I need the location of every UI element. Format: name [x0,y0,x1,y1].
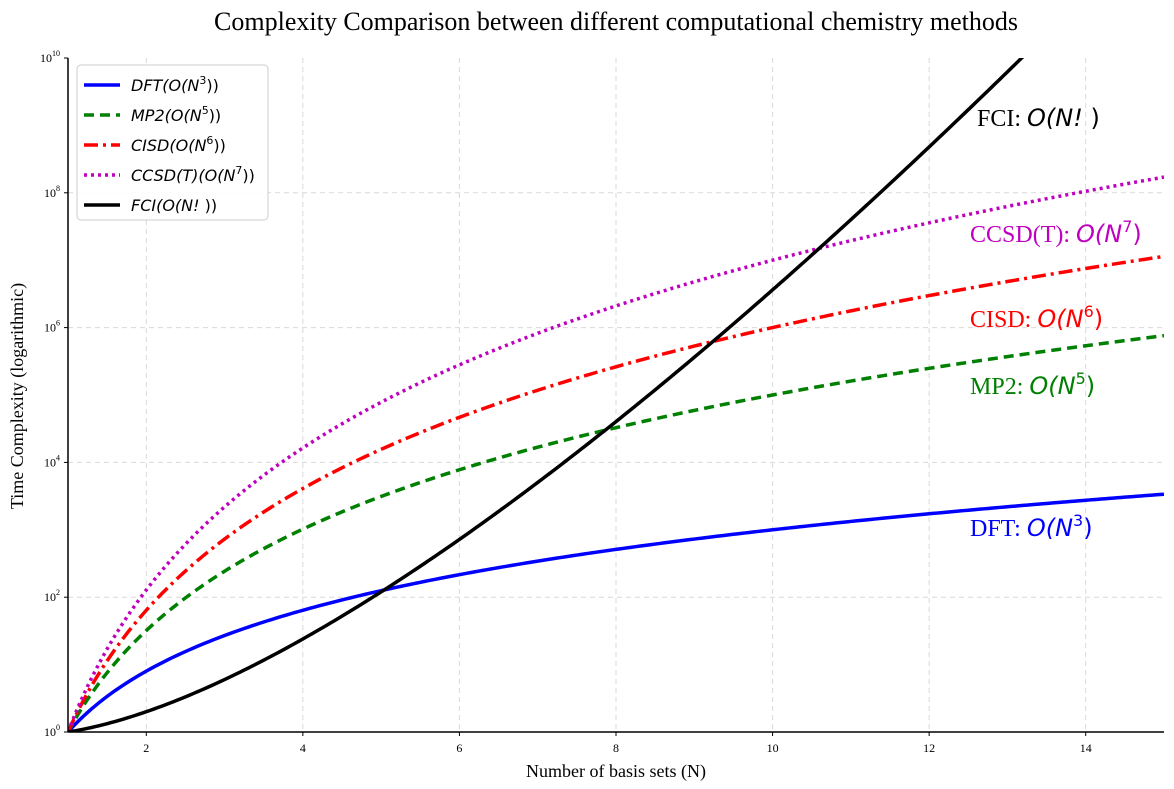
legend-label-ccsdt: CCSD(T)(O(N7)) [131,164,255,185]
x-tick-label: 4 [300,741,306,755]
legend-name: CCSD(T) [131,166,198,185]
annotation-power: 6 [1084,302,1094,321]
annotation-prefix: DFT: [970,516,1027,542]
annotation-power: 7 [1122,217,1132,236]
annotation-big-o: O(N [1037,305,1083,333]
y-tick-exponent: 4 [56,453,60,462]
series-line-dft [68,492,1164,732]
x-axis-label: Number of basis sets (N) [526,761,706,782]
y-tick-exponent: 10 [52,49,60,58]
annotation-close: ) [1086,372,1095,400]
annotation-close: ) [1083,514,1092,542]
annotation-prefix: MP2: [970,374,1029,400]
y-tick-label: 104 [44,453,60,469]
annotation-ccsdt: CCSD(T): O(N7) [970,217,1142,248]
legend-name: MP2 [131,106,165,125]
series-line-ccsdt [68,175,1164,732]
series-line-fci [68,58,1025,732]
annotation-big-o: O(N [1027,514,1073,542]
annotation-fci: FCI: O(N! ) [977,104,1100,132]
legend-close: )) [209,106,221,125]
series-line-mp2 [68,333,1164,732]
annotation-prefix: FCI: [977,106,1027,132]
annotation-prefix: CISD: [970,307,1037,333]
legend-name: FCI [131,196,156,215]
y-tick-base: 10 [44,321,56,335]
legend-name: DFT [131,76,164,95]
y-tick-exponent: 8 [56,184,60,193]
annotation-big-o: O(N! [1027,104,1090,132]
series-line-cisd [68,254,1164,732]
y-tick-label: 106 [44,319,60,335]
x-tick-label: 14 [1080,741,1092,755]
annotation-mp2: MP2: O(N5) [970,369,1095,400]
annotation-cisd: CISD: O(N6) [970,302,1103,333]
chart-title: Complexity Comparison between different … [214,7,1018,36]
series-lines [68,58,1164,732]
x-tick-label: 10 [767,741,779,755]
legend-big-o: (O(N [165,106,202,125]
legend-close: )) [205,196,217,215]
y-tick-base: 10 [44,186,56,200]
annotation-big-o: O(N [1076,220,1122,248]
legend-label-dft: DFT(O(N3)) [131,74,219,95]
y-tick-base: 10 [44,725,56,739]
annotations: DFT: O(N3)MP2: O(N5)CISD: O(N6)CCSD(T): … [970,104,1142,542]
y-axis-label: Time Complexity (logarithmic) [7,283,28,509]
y-tick-label: 1010 [40,49,60,65]
legend-power: 7 [235,164,242,177]
y-tick-exponent: 6 [56,319,60,328]
y-tick-exponent: 0 [56,723,60,732]
annotation-dft: DFT: O(N3) [970,511,1093,542]
x-tick-label: 8 [613,741,619,755]
annotation-prefix: CCSD(T): [970,222,1076,248]
legend-label-cisd: CISD(O(N6)) [131,134,226,155]
legend-label-fci: FCI(O(N! )) [131,196,217,215]
annotation-big-o: O(N [1029,372,1075,400]
legend-power: 5 [202,104,209,117]
legend-close: )) [242,166,254,185]
y-tick-base: 10 [44,455,56,469]
legend-big-o: (O(N [169,136,206,155]
legend-close: )) [213,136,225,155]
x-ticks: 2 4 6 8 10 12 14 [143,732,1092,755]
legend-close: )) [206,76,218,95]
annotation-close: ) [1132,220,1141,248]
y-tick-base: 10 [40,51,52,65]
legend-big-o: (O(N [198,166,235,185]
y-tick-base: 10 [44,590,56,604]
annotation-power: 3 [1073,511,1083,530]
y-tick-label: 108 [44,184,60,200]
y-tick-label: 100 [44,723,60,739]
annotation-power: 5 [1076,369,1086,388]
legend: DFT(O(N3))MP2(O(N5))CISD(O(N6))CCSD(T)(O… [76,64,269,221]
x-tick-label: 12 [923,741,935,755]
legend-box [76,64,269,221]
x-tick-label: 6 [456,741,462,755]
x-tick-label: 2 [143,741,149,755]
legend-big-o: (O(N [162,76,199,95]
annotation-close: ) [1094,305,1103,333]
legend-power: 6 [206,134,213,147]
legend-name: CISD [131,136,169,155]
legend-power: 3 [199,74,206,87]
y-tick-exponent: 2 [56,588,60,597]
legend-label-mp2: MP2(O(N5)) [131,104,221,125]
legend-big-o: (O(N! [156,196,205,215]
y-tick-label: 102 [44,588,60,604]
annotation-close: ) [1090,104,1099,132]
